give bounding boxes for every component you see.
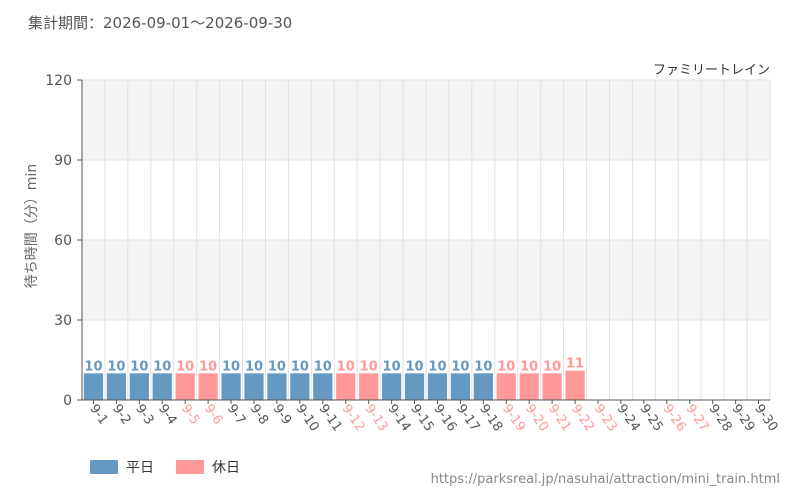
x-tick-label-9-5: 9-5	[178, 402, 202, 428]
x-tick-label-9-13: 9-13	[361, 402, 390, 435]
x-tick-label-9-10: 9-10	[293, 402, 322, 435]
bar-9-8	[244, 373, 264, 400]
bar-9-3	[129, 373, 149, 400]
data-label-9-22: 11	[566, 357, 584, 372]
x-tick-label-9-24: 9-24	[614, 402, 643, 435]
data-label-9-16: 10	[428, 359, 446, 374]
x-tick-label-9-17: 9-17	[453, 402, 482, 435]
x-tick-label-9-7: 9-7	[224, 402, 248, 428]
x-tick-label-9-27: 9-27	[682, 402, 711, 435]
y-tick-label: 0	[63, 393, 72, 409]
bar-9-11	[313, 373, 333, 400]
data-label-9-5: 10	[176, 359, 194, 374]
x-tick-label-9-4: 9-4	[155, 402, 179, 428]
x-tick-label-9-6: 9-6	[201, 402, 225, 428]
bar-9-21	[542, 373, 562, 400]
bar-9-19	[496, 373, 516, 400]
x-tick-label-9-29: 9-29	[728, 402, 757, 435]
legend-item-weekday: 平日	[90, 457, 154, 477]
x-tick-label-9-25: 9-25	[637, 402, 666, 435]
bar-9-22	[565, 370, 585, 400]
x-tick-label-9-15: 9-15	[407, 402, 436, 435]
data-label-9-9: 10	[268, 359, 286, 374]
data-label-9-2: 10	[107, 359, 125, 374]
data-label-9-1: 10	[84, 359, 102, 374]
bar-9-13	[359, 373, 379, 400]
data-label-9-4: 10	[153, 359, 171, 374]
data-label-9-10: 10	[291, 359, 309, 374]
bar-9-2	[106, 373, 127, 400]
period-label: 集計期間：2026-09-01～2026-09-30	[28, 14, 293, 32]
data-label-9-15: 10	[405, 359, 423, 374]
x-tick-label-9-14: 9-14	[384, 402, 413, 435]
bar-9-1	[83, 373, 104, 400]
x-tick-label-9-3: 9-3	[132, 402, 156, 428]
data-labels: 10 10 10 10 10 10 10 10 10 10 10 10 10 10 10 10 10 10 10 10…	[84, 357, 584, 375]
x-tick-label-9-9: 9-9	[270, 402, 294, 428]
legend-item-holiday: 休日	[176, 457, 240, 477]
data-label-9-6: 10	[199, 359, 217, 374]
bar-9-5	[175, 373, 195, 400]
data-label-9-17: 10	[451, 359, 469, 374]
x-tick-label-9-19: 9-19	[499, 402, 528, 435]
holiday-swatch	[176, 460, 204, 474]
x-tick-label-9-28: 9-28	[705, 402, 734, 435]
bar-9-6	[198, 373, 218, 400]
y-tick-label: 60	[54, 233, 72, 249]
bar-9-18	[473, 373, 493, 400]
y-tick-label: 120	[45, 73, 72, 89]
data-label-9-20: 10	[520, 359, 538, 374]
bar-9-17	[450, 373, 471, 400]
data-label-9-3: 10	[130, 359, 148, 374]
y-tick-label: 90	[54, 153, 72, 169]
data-label-9-14: 10	[383, 359, 401, 374]
bar-9-14	[381, 373, 402, 400]
y-tick-label: 30	[54, 313, 72, 329]
x-tick-label-9-8: 9-8	[247, 402, 271, 428]
x-tick-label-9-23: 9-23	[591, 402, 620, 435]
data-label-9-21: 10	[543, 359, 561, 374]
x-tick-label-9-30: 9-30	[751, 402, 780, 435]
source-url: https://parksreal.jp/nasuhai/attraction/…	[430, 472, 780, 487]
bar-9-20	[519, 373, 539, 400]
data-label-9-7: 10	[222, 359, 240, 374]
bar-9-12	[336, 373, 356, 400]
x-tick-label-9-26: 9-26	[660, 402, 689, 435]
x-tick-label-9-18: 9-18	[476, 402, 505, 435]
y-axis-ticks: 0 30 60 90 120	[45, 73, 82, 409]
data-label-9-19: 10	[497, 359, 515, 374]
x-tick-label-9-22: 9-22	[568, 402, 597, 435]
data-label-9-13: 10	[360, 359, 378, 374]
weekday-swatch	[90, 460, 118, 474]
bar-9-9	[267, 373, 287, 400]
bar-9-4	[152, 373, 172, 400]
data-label-9-8: 10	[245, 359, 263, 374]
chart-title: ファミリートレイン	[653, 63, 770, 78]
x-tick-label-9-1: 9-1	[86, 402, 110, 428]
bar-9-15	[404, 373, 425, 400]
bar-9-7	[221, 373, 241, 400]
bar-series	[83, 370, 585, 400]
x-tick-label-9-21: 9-21	[545, 402, 574, 435]
x-tick-label-9-12: 9-12	[338, 402, 367, 435]
legend-holiday-label: 休日	[212, 460, 240, 476]
data-label-9-18: 10	[474, 359, 492, 374]
legend: 平日 休日	[90, 457, 262, 477]
x-tick-label-9-2: 9-2	[109, 402, 133, 428]
x-tick-label-9-20: 9-20	[522, 402, 551, 435]
data-label-9-12: 10	[337, 359, 355, 374]
bar-9-10	[290, 373, 310, 400]
x-tick-label-9-11: 9-11	[316, 402, 345, 435]
x-axis-ticks: 9-19-29-39-49-59-69-79-89-99-109-119-129…	[86, 400, 780, 434]
legend-weekday-label: 平日	[126, 460, 154, 476]
data-label-9-11: 10	[314, 359, 332, 374]
x-tick-label-9-16: 9-16	[430, 402, 459, 435]
bar-9-16	[427, 373, 448, 400]
y-axis-label: 待ち時間（分）min	[24, 164, 40, 288]
